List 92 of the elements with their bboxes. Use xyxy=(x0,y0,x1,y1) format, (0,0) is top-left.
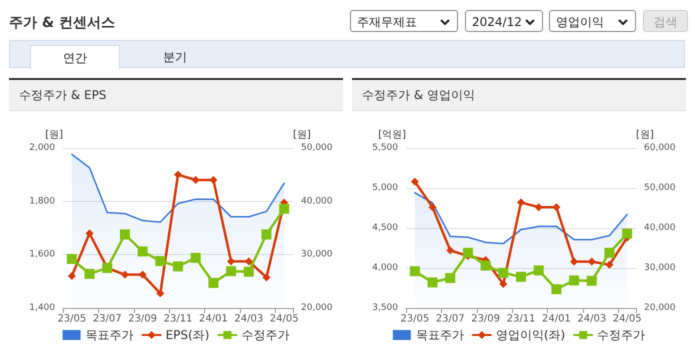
point xyxy=(499,280,508,288)
y-tick-label: 1,400 xyxy=(29,303,56,313)
y2-tick-label: 30,000 xyxy=(644,263,676,273)
x-tick-label: 24/05 xyxy=(270,314,299,324)
y-tick-label: 4,000 xyxy=(372,263,398,273)
y2-axis-title: [원] xyxy=(293,130,311,140)
point xyxy=(516,272,526,282)
y-tick-label: 1,800 xyxy=(29,196,56,206)
point xyxy=(446,246,454,254)
x-tick-label: 24/03 xyxy=(234,314,264,324)
point xyxy=(156,289,164,298)
x-tick-label: 24/01 xyxy=(198,314,228,324)
point xyxy=(138,270,147,279)
y2-tick-label: 20,000 xyxy=(301,303,333,313)
point xyxy=(120,270,129,279)
y2-axis-title: [원] xyxy=(636,130,654,140)
legend-label: 목표주가 xyxy=(86,328,134,342)
point xyxy=(155,256,166,266)
legend-label: 영업이익(좌) xyxy=(496,328,566,342)
x-tick-label: 24/05 xyxy=(612,314,642,324)
x-tick-label: 24/01 xyxy=(542,314,571,324)
point xyxy=(173,261,183,272)
point xyxy=(551,284,562,294)
text: 주가 & 컨센서스 xyxy=(9,14,115,32)
legend-label: 목표주가 xyxy=(416,328,464,342)
y-tick-label: 5,000 xyxy=(372,183,398,193)
text: 주재무제표 xyxy=(350,10,458,32)
point xyxy=(480,260,491,271)
point xyxy=(586,276,597,286)
point xyxy=(244,257,253,266)
point xyxy=(138,246,148,256)
point xyxy=(410,266,420,276)
y-axis-title: [원] xyxy=(45,130,64,140)
legend-label: 수정주가 xyxy=(597,328,646,342)
y-tick-label: 3,500 xyxy=(372,303,398,313)
point xyxy=(428,277,438,288)
x-tick-label: 23/05 xyxy=(57,314,86,324)
point xyxy=(86,229,94,238)
y2-tick-label: 60,000 xyxy=(644,143,676,153)
legend-label: EPS(좌) xyxy=(166,328,210,342)
chart-title: 수정주가 & 영업이익 xyxy=(352,80,686,111)
point xyxy=(428,203,437,212)
y-axis-title: [억원] xyxy=(378,130,406,140)
y2-tick-label: 50,000 xyxy=(301,143,333,153)
x-tick-label: 23/07 xyxy=(92,314,122,324)
point xyxy=(68,272,76,280)
text: 분기 xyxy=(162,49,188,66)
x-tick-label: 24/03 xyxy=(577,314,606,324)
legend-label: 수정주가 xyxy=(241,328,290,342)
point xyxy=(604,248,614,258)
point xyxy=(605,260,614,269)
text: 검색 xyxy=(643,10,688,32)
point xyxy=(262,273,270,282)
point xyxy=(120,229,130,240)
x-tick-label: 23/11 xyxy=(506,314,536,324)
point xyxy=(226,266,236,276)
y2-tick-label: 40,000 xyxy=(301,196,333,206)
point xyxy=(208,278,218,288)
x-tick-label: 23/05 xyxy=(400,314,430,324)
point xyxy=(192,176,200,184)
point xyxy=(498,268,508,278)
point xyxy=(569,275,580,286)
point xyxy=(462,248,473,258)
point xyxy=(190,252,201,263)
x-tick-label: 23/11 xyxy=(164,314,192,324)
point xyxy=(84,268,95,279)
point xyxy=(279,204,290,214)
text: 2024/12 xyxy=(465,10,543,32)
y2-tick-label: 40,000 xyxy=(644,223,676,233)
point xyxy=(174,170,182,179)
y2-tick-label: 30,000 xyxy=(301,250,333,260)
point xyxy=(261,229,272,240)
point xyxy=(410,178,419,186)
point xyxy=(517,198,525,206)
x-tick-label: 23/07 xyxy=(436,314,465,324)
point xyxy=(66,254,77,264)
y2-tick-label: 20,000 xyxy=(644,303,676,313)
y-tick-label: 2,000 xyxy=(29,143,56,153)
y2-tick-label: 50,000 xyxy=(644,183,676,193)
y-tick-label: 4,500 xyxy=(372,223,398,233)
point xyxy=(622,228,632,239)
x-tick-label: 23/09 xyxy=(471,314,500,324)
point xyxy=(445,273,456,283)
x-tick-label: 23/09 xyxy=(128,314,158,324)
text: 연간 xyxy=(30,45,120,69)
y-tick-label: 1,600 xyxy=(29,250,56,260)
point xyxy=(534,265,544,276)
text: 영업이익 xyxy=(549,10,636,32)
chart-title: 수정주가 & EPS xyxy=(9,80,343,111)
point xyxy=(244,266,254,277)
point xyxy=(588,258,596,266)
y-tick-label: 5,500 xyxy=(372,143,398,153)
